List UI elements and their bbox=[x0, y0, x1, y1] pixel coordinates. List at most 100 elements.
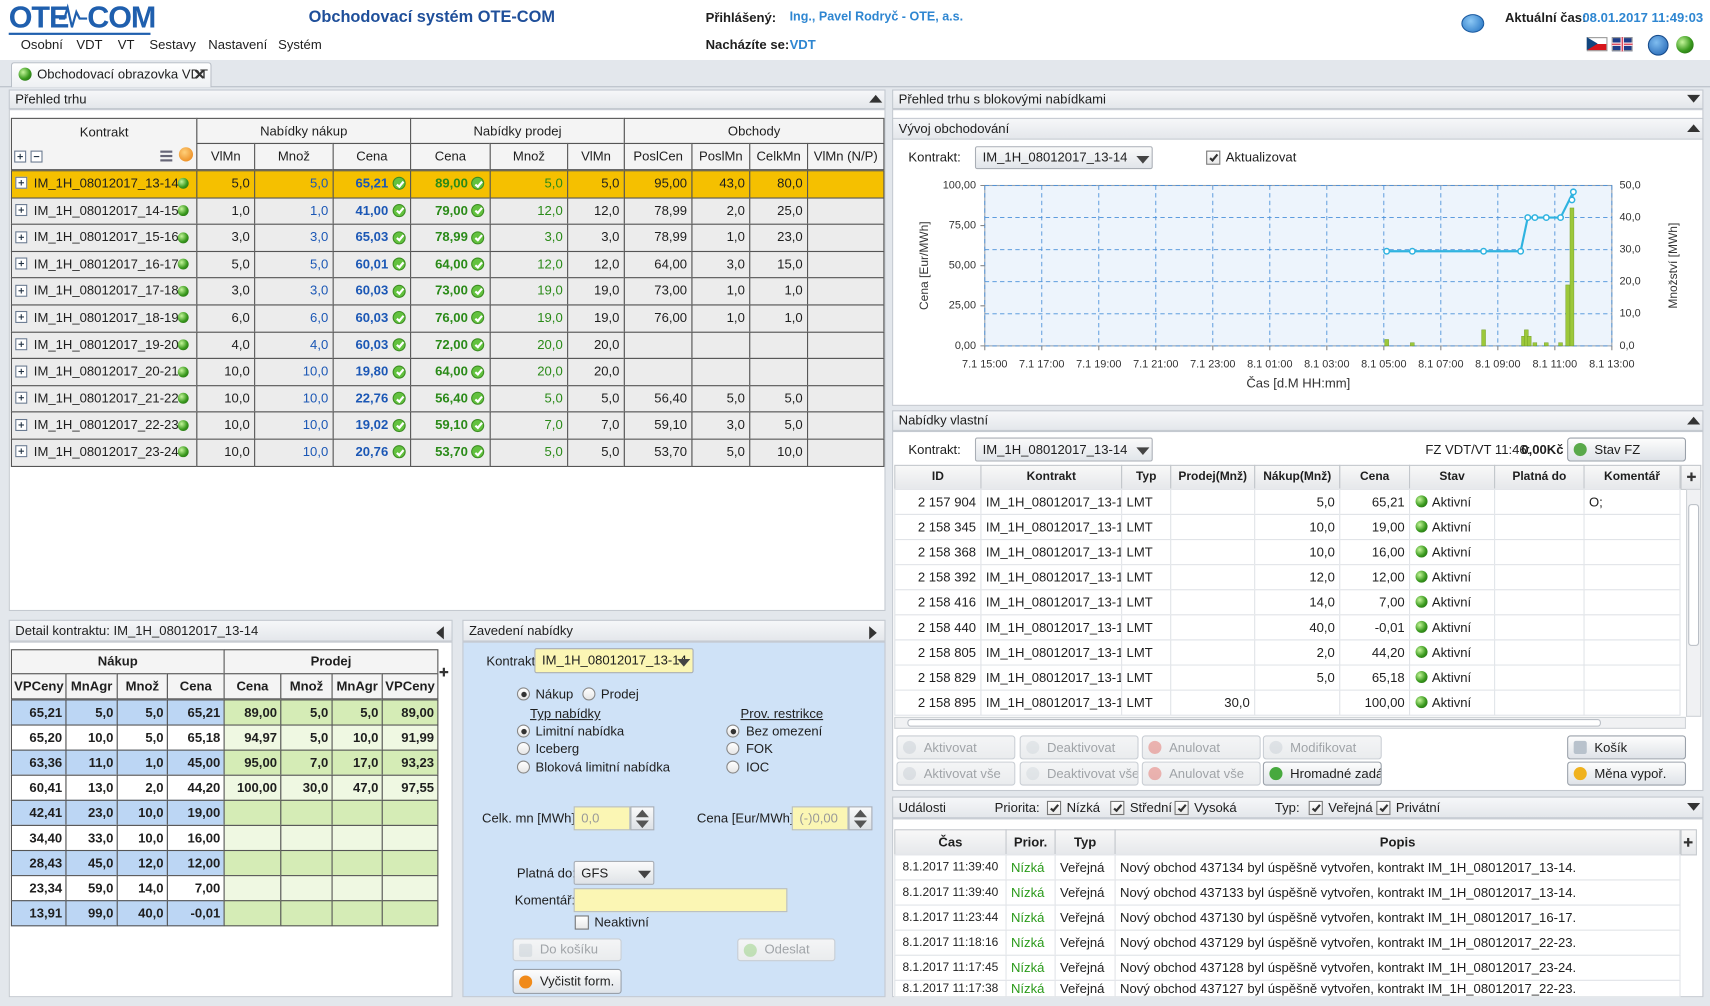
radio-label[interactable]: IOC bbox=[745, 759, 770, 775]
toggle-arrow[interactable] bbox=[853, 820, 867, 829]
radio-label[interactable]: Iceberg bbox=[535, 740, 580, 757]
help-icon[interactable] bbox=[1647, 34, 1669, 56]
checkbox-label[interactable]: Střední bbox=[1129, 799, 1173, 816]
toggle-arrow[interactable] bbox=[635, 809, 649, 818]
tab[interactable] bbox=[10, 62, 212, 88]
menu-item[interactable]: Nastavení bbox=[208, 37, 268, 53]
checkbox[interactable] bbox=[1308, 800, 1323, 816]
radio-button[interactable] bbox=[726, 741, 740, 756]
menu-item[interactable]: VDT bbox=[76, 37, 103, 53]
toggle-arrow[interactable] bbox=[1136, 155, 1150, 164]
checkbox[interactable] bbox=[1174, 800, 1189, 816]
offer-button[interactable]: Košík bbox=[1567, 735, 1687, 760]
quantity-input[interactable]: 0,0 bbox=[573, 806, 631, 831]
toggle-arrow[interactable] bbox=[436, 626, 444, 640]
radio-button[interactable] bbox=[726, 760, 740, 774]
radio-button[interactable] bbox=[516, 724, 531, 738]
checkbox-label[interactable]: Aktualizovat bbox=[1225, 149, 1297, 165]
contract-select[interactable]: IM_1H_08012017_13-14 bbox=[974, 146, 1153, 170]
expand-icon[interactable] bbox=[15, 203, 28, 216]
valid-select[interactable]: GFS bbox=[573, 860, 655, 885]
expand-icon[interactable] bbox=[15, 364, 28, 377]
toggle-arrow[interactable] bbox=[635, 820, 649, 829]
detail-cell: 5,0 bbox=[331, 699, 383, 726]
detail-cell: 97,55 bbox=[381, 774, 439, 801]
detail-cell: 89,00 bbox=[223, 699, 282, 726]
toggle-arrow[interactable] bbox=[1687, 124, 1701, 133]
checkbox[interactable] bbox=[574, 915, 589, 930]
toggle-arrow[interactable] bbox=[869, 626, 877, 640]
expand-icon[interactable] bbox=[15, 257, 28, 270]
detail-cell bbox=[223, 900, 282, 927]
clear-button[interactable]: Vyčistit form. bbox=[512, 968, 622, 995]
radio-button[interactable] bbox=[516, 687, 531, 701]
toggle-arrow[interactable] bbox=[1136, 447, 1150, 455]
detail-cell bbox=[381, 849, 439, 877]
checkbox[interactable] bbox=[1046, 800, 1062, 816]
toggle-arrow[interactable] bbox=[1687, 416, 1701, 424]
radio-label[interactable]: Nákup bbox=[535, 686, 574, 702]
menu-item[interactable]: Sestavy bbox=[149, 37, 196, 53]
expand-icon[interactable] bbox=[15, 230, 28, 243]
offer-button[interactable]: Měna vypoř. bbox=[1567, 761, 1687, 786]
chat-icon[interactable] bbox=[1461, 14, 1485, 33]
offer-button[interactable]: Aktivovat vše bbox=[896, 761, 1016, 786]
h-scroll-thumb[interactable] bbox=[907, 719, 1601, 727]
toggle-arrow[interactable] bbox=[869, 94, 883, 103]
menu-item[interactable]: Osobní bbox=[20, 37, 63, 53]
comment-input[interactable] bbox=[573, 888, 788, 913]
checkbox-label[interactable]: Nízká bbox=[1066, 799, 1101, 816]
expand-icon[interactable] bbox=[15, 177, 28, 190]
menu-item[interactable]: VT bbox=[117, 37, 135, 53]
price-input[interactable]: (-)0,00 bbox=[791, 806, 849, 831]
offer-button[interactable]: Deaktivovat vše bbox=[1019, 761, 1139, 786]
expand-icon[interactable] bbox=[15, 311, 28, 324]
checkbox[interactable] bbox=[1110, 800, 1125, 816]
send-button[interactable]: Odeslat bbox=[737, 938, 836, 962]
radio-label[interactable]: Bez omezení bbox=[745, 723, 823, 739]
offer-button[interactable]: Deaktivovat bbox=[1019, 735, 1139, 760]
expand-icon[interactable] bbox=[15, 391, 28, 404]
checkbox-label[interactable]: Vysoká bbox=[1194, 799, 1237, 816]
radio-button[interactable] bbox=[582, 687, 596, 701]
offer-button[interactable]: Modifikovat bbox=[1262, 735, 1382, 760]
radio-label[interactable]: Limitní nabídka bbox=[535, 723, 625, 739]
contract-select[interactable]: IM_1H_08012017_13-14 bbox=[974, 437, 1153, 462]
checkbox[interactable] bbox=[1206, 150, 1221, 165]
expand-icon[interactable] bbox=[15, 338, 28, 351]
offer-button[interactable]: Hromadné zadání bbox=[1262, 761, 1382, 786]
fz-button[interactable]: Stav FZ bbox=[1567, 437, 1687, 462]
radio-button[interactable] bbox=[726, 724, 740, 738]
radio-button[interactable] bbox=[516, 760, 531, 774]
contract-select[interactable]: IM_1H_08012017_13-14 bbox=[534, 648, 694, 674]
toggle-arrow[interactable] bbox=[853, 809, 867, 818]
checkbox-label[interactable]: Neaktivní bbox=[594, 914, 649, 930]
offer-cell: 5,0 bbox=[1254, 488, 1341, 516]
collapse-icon[interactable] bbox=[30, 150, 43, 163]
toggle-arrow[interactable] bbox=[637, 870, 652, 879]
basket-button[interactable]: Do košíku bbox=[512, 938, 622, 962]
toggle-arrow[interactable] bbox=[1687, 94, 1701, 103]
y2-axis-title: Množství [MWh] bbox=[1666, 223, 1680, 309]
check-icon bbox=[471, 257, 485, 271]
radio-button[interactable] bbox=[516, 741, 531, 756]
v-scroll-thumb[interactable] bbox=[1688, 504, 1700, 646]
checkbox-label[interactable]: Privátní bbox=[1395, 799, 1441, 816]
expand-icon[interactable] bbox=[15, 418, 28, 431]
checkbox[interactable] bbox=[1376, 800, 1391, 816]
offer-button[interactable]: Anulovat bbox=[1141, 735, 1261, 760]
expand-icon[interactable] bbox=[15, 284, 28, 297]
toggle-arrow[interactable] bbox=[1687, 803, 1701, 811]
menu-item[interactable]: Systém bbox=[278, 37, 322, 53]
refresh-icon[interactable] bbox=[178, 147, 194, 162]
radio-label[interactable]: FOK bbox=[745, 740, 773, 757]
offer-button[interactable]: Aktivovat bbox=[896, 735, 1016, 760]
radio-label[interactable]: Prodej bbox=[600, 686, 639, 702]
radio-label[interactable]: Bloková limitní nabídka bbox=[535, 759, 671, 775]
expand-icon[interactable] bbox=[14, 150, 27, 163]
list-icon[interactable] bbox=[160, 150, 173, 162]
offer-button[interactable]: Anulovat vše bbox=[1141, 761, 1261, 786]
checkbox-label[interactable]: Veřejná bbox=[1328, 799, 1373, 816]
toggle-arrow[interactable] bbox=[677, 658, 691, 667]
expand-icon[interactable] bbox=[15, 445, 28, 458]
